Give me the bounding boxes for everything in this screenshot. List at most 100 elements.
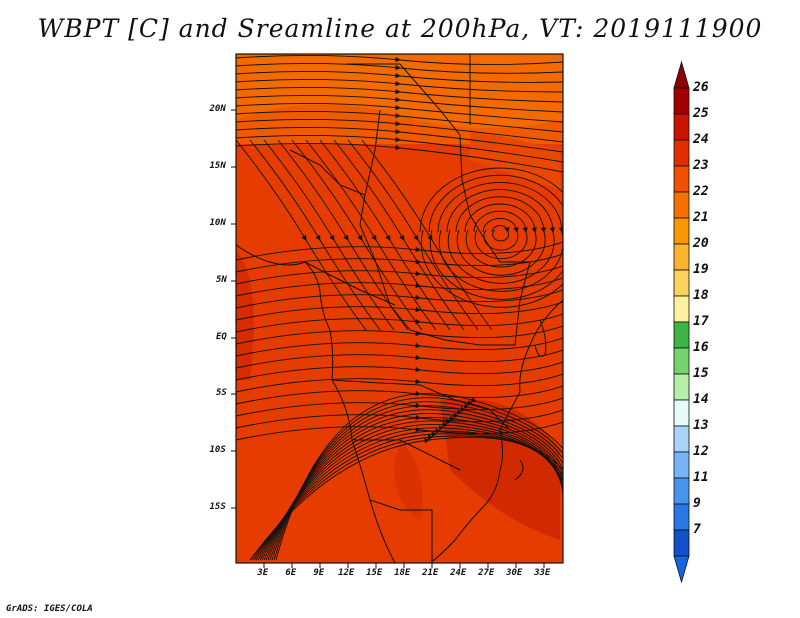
colorbar-label: 11 [693, 470, 709, 485]
map-title: WBPT [C] and Sreamline at 200hPa, VT: 20… [37, 14, 763, 43]
streamline [236, 277, 563, 297]
colorbar-segment [673, 113, 690, 141]
colorbar-label: 26 [693, 80, 709, 95]
streamline [265, 412, 563, 561]
streamline [236, 126, 563, 153]
streamline [236, 265, 563, 285]
colorbar-segment [673, 451, 690, 479]
colorbar-segment [673, 243, 690, 271]
streamline [333, 139, 465, 331]
lon-tick-label: 9E [313, 568, 325, 578]
streamline [236, 134, 563, 163]
streamline [236, 325, 563, 345]
lat-tick-label: 5N [216, 275, 227, 285]
colorbar-label: 25 [693, 106, 709, 121]
streamline [236, 139, 367, 331]
colorbar [673, 60, 690, 584]
streamline [236, 94, 563, 113]
lat-tick-label: 10N [209, 218, 226, 228]
streamline [236, 241, 563, 261]
streamline [273, 397, 563, 561]
colorbar-segment [673, 165, 690, 193]
plot-frame [235, 53, 564, 564]
streamline [275, 393, 563, 561]
colorbar-label: 18 [693, 288, 709, 303]
streamline [236, 301, 563, 321]
streamline [277, 139, 409, 331]
lon-tick-label: 30E [506, 568, 523, 578]
colorbar-segment [673, 87, 690, 115]
streamline [263, 139, 395, 331]
colorbar-segment [673, 477, 690, 505]
colorbar-bottom-arrow [673, 555, 690, 584]
colorbar-segment [673, 529, 690, 557]
streamline [236, 337, 563, 357]
streamline [259, 421, 563, 561]
colorbar-segment [673, 191, 690, 219]
streamline [319, 139, 451, 331]
streamline [464, 203, 537, 268]
colorbar-label: 22 [693, 184, 709, 199]
colorbar-segment [673, 373, 690, 401]
axis-ticks [231, 109, 545, 568]
lon-tick-label: 6E [285, 568, 297, 578]
colorbar-label: 17 [693, 314, 709, 329]
streamline [261, 418, 563, 561]
streamlines [236, 54, 563, 561]
streamline [257, 425, 563, 561]
lat-tick-label: 15N [209, 161, 226, 171]
streamline [236, 86, 563, 103]
streamline [236, 110, 563, 133]
streamline [249, 139, 381, 331]
colorbar-segment [673, 321, 690, 349]
streamline [236, 289, 563, 309]
lat-tick-label: 20N [209, 104, 226, 114]
lon-tick-label: 3E [257, 568, 269, 578]
streamline [236, 373, 563, 393]
colorbar-label: 9 [693, 496, 701, 511]
colorbar-segment [673, 425, 690, 453]
lat-tick-label: 15S [209, 502, 226, 512]
colorbar-segment [673, 269, 690, 297]
colorbar-segment [673, 139, 690, 167]
colorbar-label: 19 [693, 262, 709, 277]
colorbar-segment [673, 217, 690, 245]
streamline [428, 174, 563, 300]
colorbar-segment [673, 503, 690, 531]
colorbar-label: 14 [693, 392, 709, 407]
lon-tick-label: 15E [366, 568, 383, 578]
lon-tick-label: 27E [478, 568, 495, 578]
colorbar-label: 20 [693, 236, 709, 251]
streamline [491, 225, 510, 242]
colorbar-label: 7 [693, 522, 701, 537]
streamline [267, 409, 563, 561]
colorbar-label: 13 [693, 418, 709, 433]
streamline [473, 210, 528, 260]
streamline [236, 253, 563, 273]
colorbar-top-arrow [673, 60, 690, 89]
streamline [269, 405, 563, 561]
lon-tick-label: 24E [450, 568, 467, 578]
streamline [291, 139, 423, 331]
streamline [236, 70, 563, 83]
lon-tick-label: 33E [534, 568, 551, 578]
colorbar-segment [673, 347, 690, 375]
country-borders [236, 54, 563, 563]
streamline [482, 217, 519, 251]
colorbar-label: 23 [693, 158, 709, 173]
colorbar-segment [673, 399, 690, 427]
streamline [236, 118, 563, 143]
streamline [236, 54, 563, 66]
streamline [263, 415, 563, 561]
streamline [236, 361, 563, 381]
streamline [361, 139, 493, 331]
lat-tick-label: 10S [209, 445, 226, 455]
colorbar-label: 15 [693, 366, 709, 381]
streamline [305, 139, 437, 331]
streamline [236, 313, 563, 333]
colorbar-label: 24 [693, 132, 709, 147]
streamline [236, 62, 563, 74]
lon-tick-label: 18E [394, 568, 411, 578]
colorbar-label: 21 [693, 210, 709, 225]
lat-tick-label: 5S [216, 388, 227, 398]
